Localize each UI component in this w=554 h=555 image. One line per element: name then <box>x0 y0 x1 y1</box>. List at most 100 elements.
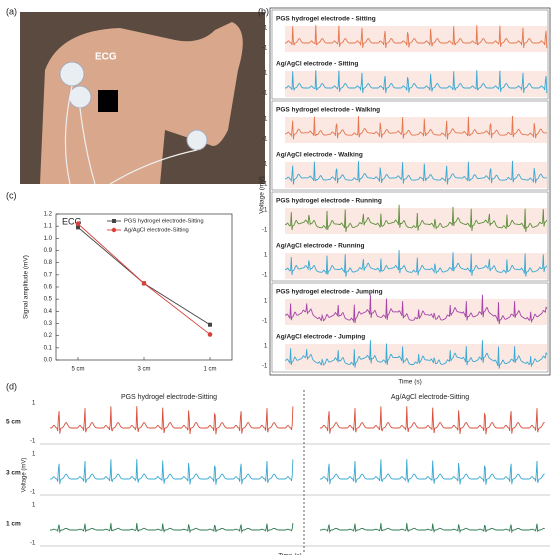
y-tick-label: 0.7 <box>44 272 53 278</box>
marker <box>75 221 81 227</box>
trace-band <box>285 71 547 97</box>
y-tick-label: 1.1 <box>44 224 53 230</box>
tick-label: -1 <box>262 273 268 279</box>
marker <box>76 225 80 230</box>
ecg-trace <box>284 340 548 369</box>
electrode <box>68 85 92 109</box>
y-axis-label: Signal amplitude (mV) <box>23 255 30 319</box>
y-tick-label: 0.8 <box>44 260 53 266</box>
tick-label: 1 <box>264 253 268 259</box>
panel-label: (c) <box>6 190 17 200</box>
trace-band <box>285 344 547 370</box>
column-title: Ag/AgCl electrode-Sitting <box>391 394 469 401</box>
plot-frame <box>55 213 233 361</box>
ecg-trace <box>50 459 294 485</box>
censor <box>98 90 118 112</box>
electrode <box>186 129 208 151</box>
x-axis-label: Time (s) <box>278 553 302 555</box>
panel-label: (a) <box>6 6 17 16</box>
torso <box>40 22 243 184</box>
y-tick-label: 0.0 <box>44 358 53 364</box>
tick-label: 1 <box>264 71 268 77</box>
trace-band <box>285 26 547 52</box>
x-tick-label: 1 cm <box>203 367 216 373</box>
y-tick-label: 0.4 <box>44 309 53 315</box>
ecg-trace <box>285 25 548 49</box>
photo-label: ECG <box>95 52 117 63</box>
panel-frame <box>269 7 551 376</box>
tick-label: 1 <box>264 344 268 350</box>
marker <box>208 322 212 327</box>
tick-label: 1 <box>32 452 36 458</box>
tick-label: 1 <box>264 208 268 214</box>
tick-label: 1 <box>264 299 268 305</box>
trace-title: Ag/AgCl electrode - Walking <box>276 152 363 159</box>
tick-label: -1 <box>262 137 268 143</box>
y-tick-label: 0.6 <box>44 285 53 291</box>
tick-label: 1 <box>264 162 268 168</box>
trace-band <box>285 117 547 143</box>
trace-band <box>285 162 547 188</box>
trace-band <box>285 253 547 279</box>
y-tick-label: 1.2 <box>44 212 53 218</box>
marker <box>141 281 147 286</box>
tick-label: -1 <box>262 228 268 234</box>
legend-marker <box>111 227 117 233</box>
column-title: PGS hydrogel electrode-Sitting <box>121 394 217 401</box>
y-tick-label: 0.3 <box>44 321 53 327</box>
y-tick-label: 0.5 <box>44 297 53 303</box>
trace-title: Ag/AgCl electrode - Sitting <box>276 61 358 68</box>
x-tick-label: 5 cm <box>71 367 84 373</box>
tick-label: -1 <box>262 91 268 97</box>
photo <box>20 12 265 185</box>
trace-title: PGS hydrogel electrode - Jumping <box>276 289 383 296</box>
tick-label: 1 <box>264 26 268 32</box>
tick-label: 1 <box>32 401 36 407</box>
ecg-trace <box>284 115 547 140</box>
ecg-trace <box>50 406 294 435</box>
panel-label: (b) <box>258 6 269 16</box>
wire <box>64 85 198 185</box>
x-axis-label: Time (s) <box>398 379 422 386</box>
tick-label: 1 <box>32 503 36 509</box>
series-line <box>77 223 211 335</box>
group-box <box>271 9 549 100</box>
y-axis-label: Voltage (mV) <box>22 458 28 493</box>
ecg-trace <box>284 160 547 185</box>
tick-label: -1 <box>262 319 268 325</box>
tick-label: -1 <box>30 439 36 445</box>
y-tick-label: 0.2 <box>44 333 53 339</box>
group-box <box>271 191 549 282</box>
ecg-trace <box>284 294 548 325</box>
trace-band <box>285 208 547 234</box>
ecg-trace <box>50 523 294 534</box>
tick-label: 1 <box>264 117 268 123</box>
legend-label: Ag/AgCl electrode-Sitting <box>124 228 189 234</box>
tick-label: -1 <box>262 182 268 188</box>
ecg-trace <box>285 70 548 94</box>
trace-band <box>285 299 547 325</box>
ecg-trace <box>320 459 545 485</box>
tick-label: -1 <box>262 364 268 370</box>
y-tick-label: 0.1 <box>44 345 53 351</box>
row-label: 3 cm <box>6 470 21 477</box>
annotation: ECG <box>62 216 82 226</box>
ecg-trace <box>284 250 548 277</box>
marker <box>207 332 213 337</box>
trace-title: PGS hydrogel electrode - Walking <box>276 107 380 114</box>
trace-title: PGS hydrogel electrode - Sitting <box>276 16 376 23</box>
group-box <box>271 282 549 373</box>
trace-title: PGS hydrogel electrode - Running <box>276 198 382 205</box>
trace-title: Ag/AgCl electrode - Jumping <box>276 334 365 341</box>
legend-label: PGS hydrogel electrode-Sitting <box>124 219 204 225</box>
legend-marker <box>112 219 116 223</box>
panel-label: (d) <box>6 381 17 391</box>
y-tick-label: 0.9 <box>44 248 53 254</box>
group-box <box>271 100 549 191</box>
ecg-trace <box>320 406 545 435</box>
tick-label: -1 <box>30 541 36 547</box>
tick-label: -1 <box>30 490 36 496</box>
trace-title: Ag/AgCl electrode - Running <box>276 243 365 250</box>
ecg-trace <box>284 204 548 232</box>
ecg-trace <box>320 523 545 534</box>
